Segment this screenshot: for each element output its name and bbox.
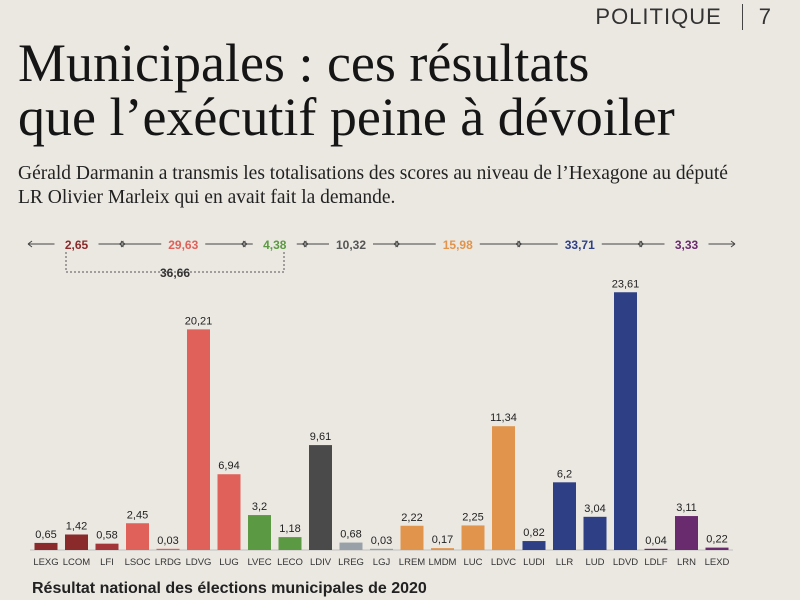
category-label: LVEC [247, 557, 271, 568]
category-label: LCOM [63, 557, 91, 568]
bar-llr [553, 482, 576, 550]
value-label: 6,2 [557, 468, 572, 480]
value-label: 3,04 [584, 503, 605, 515]
category-label: LFI [100, 557, 114, 568]
group-arrow-right [730, 240, 736, 248]
group-total-label: 2,65 [65, 238, 89, 252]
section-header: POLITIQUE 7 [595, 4, 772, 30]
category-label: LEXD [705, 557, 730, 568]
group-arrow-left [515, 240, 521, 248]
bar-lexd [705, 547, 729, 550]
page-number: 7 [758, 4, 772, 29]
category-label: LGJ [373, 557, 391, 568]
bar-ldvd [614, 292, 637, 550]
bar-ldvg [187, 329, 210, 550]
bar-luc [461, 525, 485, 550]
bar-lud [583, 516, 607, 550]
combined-total-label: 36,66 [160, 266, 190, 280]
bar-lreg [339, 542, 363, 550]
value-label: 0,03 [157, 535, 178, 547]
value-label: 20,21 [185, 315, 213, 327]
bar-ldlf [644, 548, 668, 550]
category-label: LSOC [125, 557, 151, 568]
group-arrow-left [241, 240, 246, 248]
bar-leco [278, 537, 302, 550]
value-label: 0,68 [340, 529, 361, 541]
group-arrow-left [27, 240, 33, 248]
value-label: 11,34 [490, 412, 517, 424]
bar-lcom [65, 534, 88, 550]
value-label: 23,61 [612, 278, 640, 290]
category-label: LMDM [429, 557, 457, 568]
bar-lug [217, 474, 241, 550]
bar-ludi [522, 541, 546, 550]
value-label: 9,61 [310, 431, 331, 443]
category-label: LDLF [644, 557, 667, 568]
bar-lexg [34, 542, 58, 550]
value-label: 2,25 [462, 511, 483, 523]
value-label: 2,22 [401, 512, 422, 524]
value-label: 0,65 [35, 529, 56, 541]
category-label: LRN [677, 557, 696, 568]
value-label: 3,2 [252, 501, 267, 513]
chart-title: Résultat national des élections municipa… [32, 580, 427, 597]
group-total-label: 10,32 [336, 238, 366, 252]
bar-lrem [400, 525, 424, 550]
headline: Municipales : ces résultats que l’exécut… [18, 36, 718, 144]
value-label: 0,03 [371, 535, 392, 547]
header-divider [741, 4, 743, 30]
category-label: LEXG [33, 557, 58, 568]
category-label: LREG [338, 557, 364, 568]
value-label: 2,45 [127, 509, 148, 521]
section-name: POLITIQUE [595, 4, 722, 29]
category-label: LDVC [491, 557, 516, 568]
category-label: LUG [219, 557, 239, 568]
category-label: LUDI [523, 557, 545, 568]
category-label: LLR [556, 557, 574, 568]
combined-total-bracket [65, 252, 285, 273]
category-label: LUD [585, 557, 604, 568]
headline-line-1: Municipales : ces résultats [18, 33, 590, 93]
value-label: 0,17 [432, 534, 453, 546]
category-label: LECO [277, 557, 303, 568]
value-label: 0,58 [96, 530, 117, 542]
bar-chart: 2,65 29,63 4,38 10,32 15,98 33,71 3,33 36,66 0,6… [27, 238, 736, 568]
category-label: LDVG [186, 557, 212, 568]
bar-lrn [675, 516, 698, 550]
group-total-label: 29,63 [168, 238, 198, 252]
group-arrow-left [302, 240, 307, 248]
value-label: 0,04 [645, 535, 666, 547]
group-arrow-left [393, 240, 399, 248]
group-total-label: 4,38 [263, 238, 287, 252]
value-label: 0,22 [706, 534, 727, 546]
bar-lvec [248, 515, 271, 550]
bar-lsoc [126, 523, 149, 550]
category-label: LRDG [155, 557, 181, 568]
value-label: 1,18 [279, 523, 300, 535]
bar-lgj [370, 548, 393, 550]
value-label: 6,94 [218, 460, 239, 472]
category-label: LDIV [310, 557, 332, 568]
category-label: LDVD [613, 557, 638, 568]
category-label: LREM [399, 557, 425, 568]
bar-lrdg [156, 548, 180, 550]
bar-lfi [95, 543, 119, 550]
bar-ldvc [492, 426, 515, 550]
headline-line-2: que l’exécutif peine à dévoiler [18, 87, 675, 147]
value-label: 1,42 [66, 520, 87, 532]
group-total-label: 15,98 [443, 238, 473, 252]
group-total-label: 33,71 [565, 238, 595, 252]
bar-ldiv [309, 445, 332, 550]
category-label: LUC [463, 557, 482, 568]
subheadline: Gérald Darmanin a transmis les totalisat… [18, 163, 728, 208]
bar-lmdm [431, 548, 454, 550]
value-label: 3,11 [676, 502, 697, 514]
group-total-label: 3,33 [675, 238, 699, 252]
group-arrow-left [637, 240, 643, 248]
group-arrow-left [119, 240, 124, 248]
value-label: 0,82 [523, 527, 544, 539]
